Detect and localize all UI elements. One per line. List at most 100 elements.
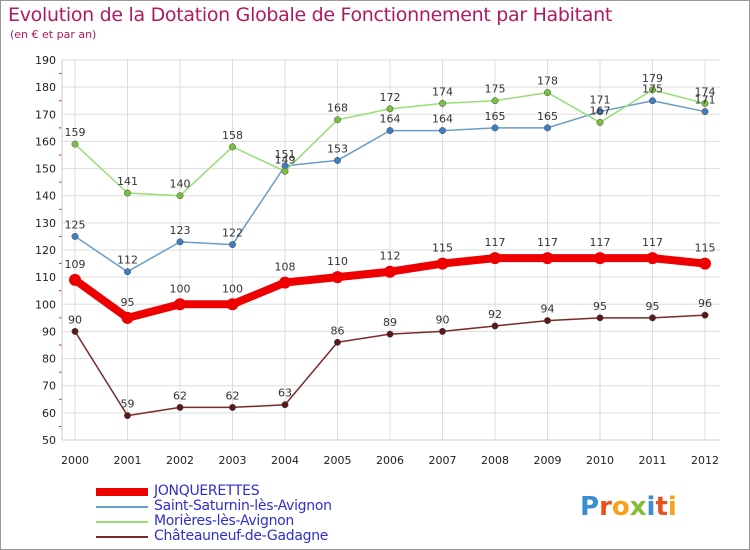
- data-label: 159: [65, 126, 86, 139]
- data-point: [121, 311, 134, 324]
- data-label: 164: [432, 113, 453, 126]
- data-point: [544, 317, 551, 325]
- x-tick-label: 2011: [639, 454, 667, 467]
- data-point: [124, 412, 131, 420]
- data-label: 95: [646, 300, 660, 313]
- data-point: [491, 97, 499, 105]
- data-point: [594, 252, 606, 265]
- data-label: 175: [485, 83, 506, 96]
- data-label: 164: [380, 113, 401, 126]
- legend-swatch-2: [96, 521, 148, 523]
- y-tick-label: 100: [35, 298, 56, 311]
- data-label: 62: [173, 389, 187, 402]
- data-point: [596, 108, 604, 116]
- data-label: 140: [170, 178, 191, 191]
- data-point: [334, 338, 341, 346]
- y-tick-label: 80: [42, 353, 56, 366]
- data-point: [71, 327, 79, 335]
- data-label: 117: [485, 236, 506, 249]
- data-label: 158: [222, 129, 243, 142]
- y-tick-label: 110: [35, 271, 56, 284]
- data-label: 115: [432, 242, 453, 255]
- data-label: 174: [432, 85, 453, 98]
- x-tick-label: 2008: [481, 454, 509, 467]
- data-label: 168: [327, 102, 348, 115]
- x-tick-label: 2007: [429, 454, 457, 467]
- logo-letter: i: [667, 492, 677, 522]
- logo-letter: P: [580, 492, 600, 522]
- data-point: [69, 273, 81, 286]
- data-label: 117: [642, 236, 663, 249]
- x-tick-label: 2000: [61, 454, 89, 467]
- logo-letter: r: [599, 492, 612, 522]
- legend-label-0: JONQUERETTES: [154, 483, 260, 499]
- data-label: 123: [170, 224, 191, 237]
- data-label: 174: [695, 85, 716, 98]
- data-label: 178: [537, 75, 558, 88]
- data-point: [124, 268, 131, 276]
- data-point: [596, 314, 604, 322]
- data-point: [701, 311, 709, 319]
- data-label: 92: [488, 308, 502, 321]
- data-label: 90: [68, 313, 82, 326]
- data-point: [541, 252, 554, 265]
- data-point: [226, 298, 239, 311]
- chart-subtitle: (en € et par an): [10, 28, 97, 41]
- data-point: [71, 140, 79, 148]
- logo-letter: t: [655, 492, 668, 522]
- data-point: [699, 257, 711, 270]
- data-label: 122: [222, 227, 243, 240]
- y-tick-label: 90: [42, 325, 56, 338]
- data-point: [176, 192, 184, 200]
- data-label: 89: [383, 316, 397, 329]
- y-tick-label: 140: [35, 190, 56, 203]
- legend-label-1: Saint-Saturnin-lès-Avignon: [154, 498, 332, 514]
- data-label: 112: [380, 250, 401, 263]
- data-point: [334, 156, 341, 164]
- proxiti-logo[interactable]: Proxiti: [580, 492, 677, 522]
- data-label: 171: [695, 94, 716, 107]
- chart-title: Evolution de la Dotation Globale de Fonc…: [8, 4, 613, 26]
- data-point: [649, 86, 656, 94]
- logo-letter: x: [629, 492, 647, 522]
- data-label: 165: [537, 110, 558, 123]
- x-tick-label: 2012: [691, 454, 719, 467]
- data-label: 96: [698, 297, 712, 310]
- data-label: 100: [222, 282, 243, 295]
- data-label: 165: [485, 110, 506, 123]
- data-point: [281, 167, 289, 175]
- x-tick-label: 2010: [586, 454, 614, 467]
- y-tick-label: 180: [35, 81, 56, 94]
- data-point: [439, 327, 446, 335]
- logo-letter: o: [611, 492, 630, 522]
- logo-letter: i: [646, 492, 656, 522]
- data-point: [544, 124, 551, 132]
- data-point: [334, 116, 341, 124]
- y-tick-label: 190: [35, 54, 56, 67]
- x-tick-label: 2003: [219, 454, 247, 467]
- data-point: [386, 127, 394, 135]
- data-point: [279, 276, 291, 289]
- legend-swatch-1: [96, 506, 148, 508]
- data-point: [229, 241, 236, 249]
- y-tick-label: 70: [42, 380, 56, 393]
- x-tick-label: 2001: [114, 454, 142, 467]
- data-label: 59: [121, 398, 135, 411]
- legend-swatch-3: [96, 536, 148, 538]
- data-point: [701, 108, 709, 116]
- data-label: 153: [327, 142, 348, 155]
- legend-label-3: Châteauneuf-de-Gadagne: [154, 528, 329, 544]
- data-point: [436, 257, 449, 270]
- data-label: 95: [121, 296, 135, 309]
- data-point: [174, 298, 186, 311]
- data-label: 117: [537, 236, 558, 249]
- data-point: [649, 97, 656, 105]
- data-point: [71, 232, 79, 240]
- data-point: [176, 403, 184, 411]
- data-point: [386, 105, 394, 113]
- data-point: [491, 322, 499, 330]
- data-point: [646, 252, 659, 265]
- data-point: [649, 314, 656, 322]
- data-label: 175: [642, 83, 663, 96]
- x-tick-label: 2006: [376, 454, 404, 467]
